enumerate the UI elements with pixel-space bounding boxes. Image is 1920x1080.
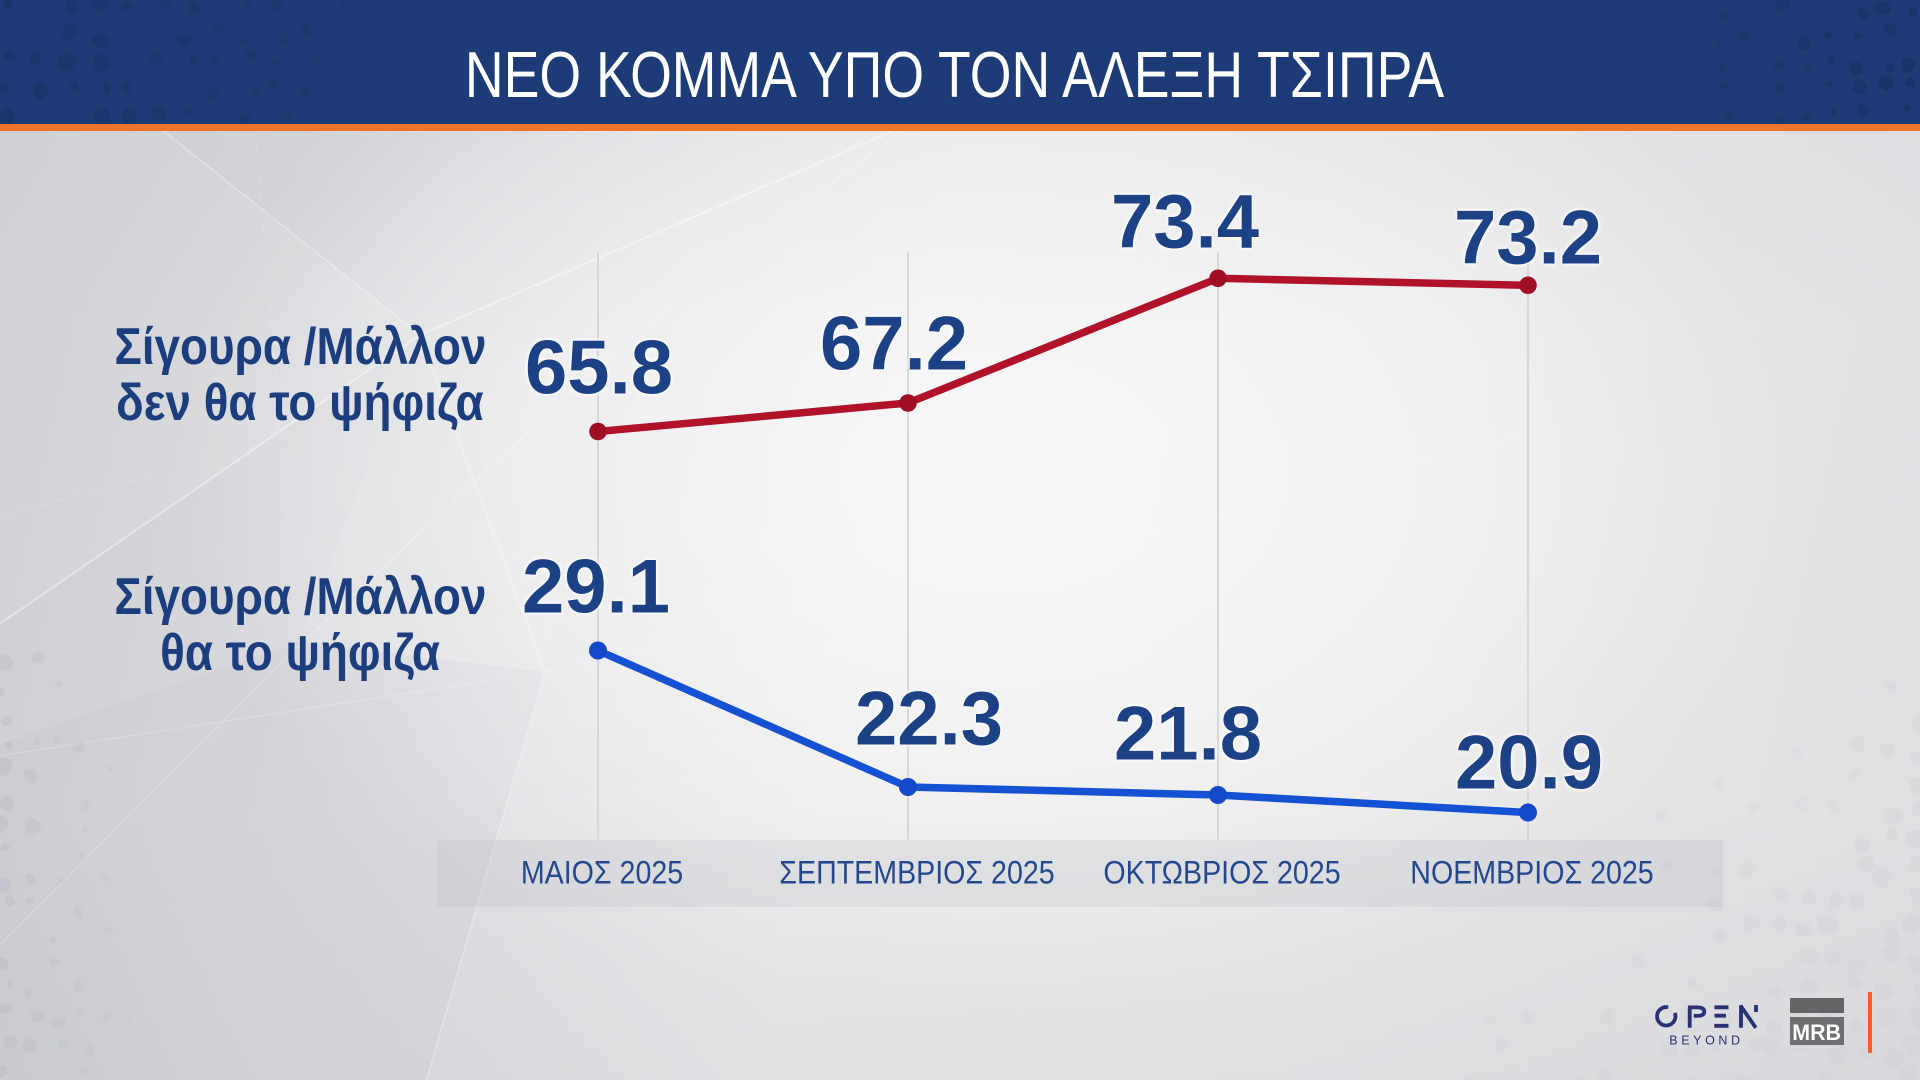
svg-text:BEYOND: BEYOND <box>1669 1034 1743 1048</box>
